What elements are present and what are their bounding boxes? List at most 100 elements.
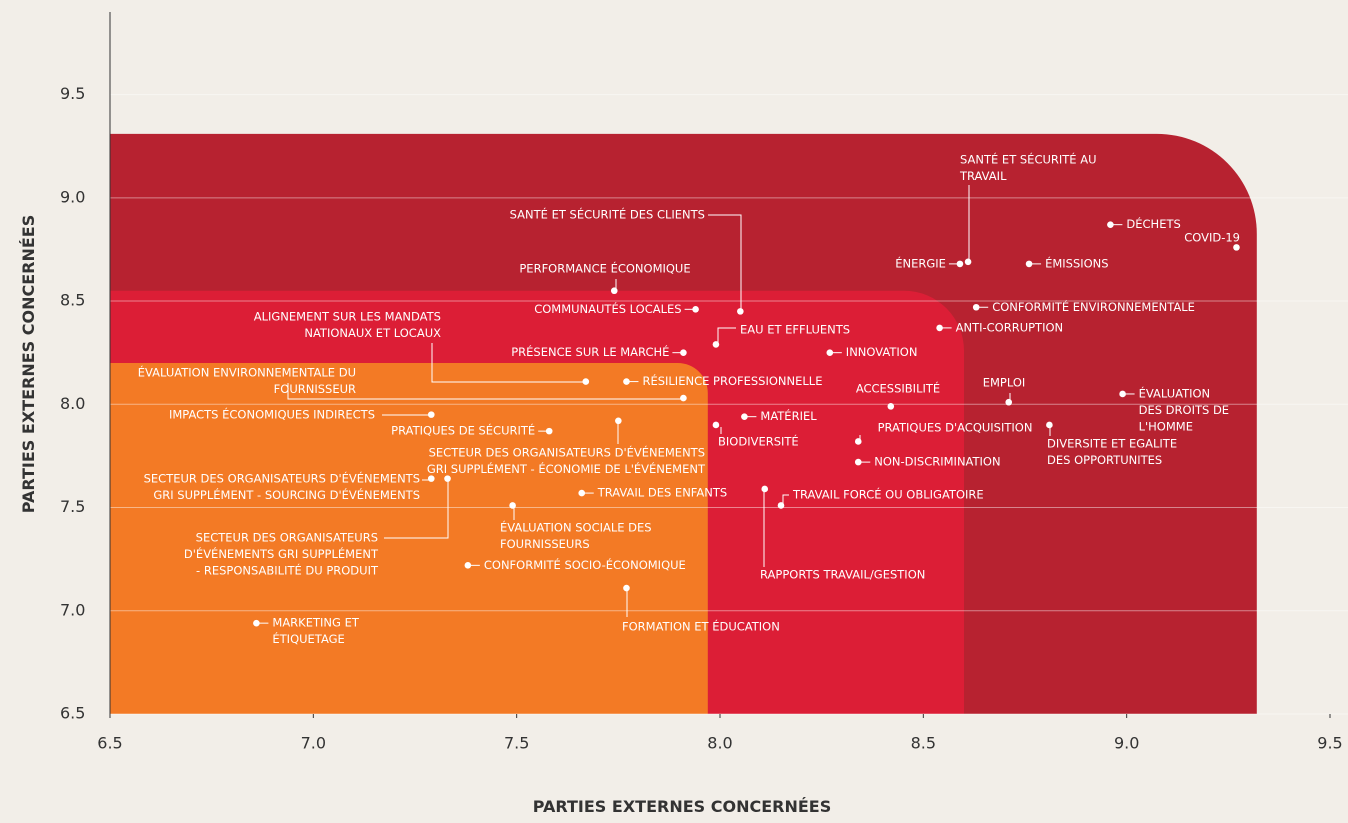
point [1046,421,1053,429]
point-label: - RESPONSABILITÉ DU PRODUIT [196,563,379,578]
point-label: DES DROITS DE [1139,403,1229,417]
point [623,378,630,385]
point-label: ACCESSIBILITÉ [856,381,940,396]
point [777,502,785,509]
point-label: EAU ET EFFLUENTS [740,323,850,337]
point-label: SECTEUR DES ORGANISATEURS D'ÉVÉNEMENTS [144,471,420,486]
point-label: TRAVAIL [959,169,1007,183]
point-label: D'ÉVÉNEMENTS GRI SUPPLÉMENT [184,546,379,561]
point-label: ÉVALUATION [1139,385,1211,400]
point [1119,390,1126,398]
point [936,324,943,332]
point [712,421,720,429]
point-label: SECTEUR DES ORGANISATEURS [196,531,378,545]
y-tick-label: 7.0 [60,600,85,619]
point [826,349,834,356]
x-tick-label: 9.0 [1114,734,1139,753]
point [680,349,687,356]
leader-line [431,343,585,383]
point-label: TRAVAIL DES ENFANTS [597,486,727,500]
point-label: ÉTIQUETAGE [272,631,344,646]
point-label: DÉCHETS [1126,216,1180,231]
y-axis-title: PARTIES EXTERNES CONCERNÉES [19,215,38,513]
point-label: SANTÉ ET SÉCURITÉ DES CLIENTS [510,207,705,222]
point-label: GRI SUPPLÉMENT - ÉCONOMIE DE L'ÉVÉNEMENT [427,461,706,476]
point [741,413,748,420]
point [1005,398,1013,406]
point [615,417,622,425]
point [972,303,980,311]
y-tick-label: 9.5 [60,84,85,103]
point [545,427,553,435]
point-label: FORMATION ET ÉDUCATION [622,619,780,634]
point-label: COMMUNAUTÉS LOCALES [534,301,681,316]
x-tick-label: 7.0 [301,734,326,753]
point [464,562,472,569]
point [582,378,590,385]
point [854,438,862,445]
point [509,502,516,509]
point [427,475,435,482]
point [444,475,451,482]
point [623,584,630,592]
y-tick-label: 8.0 [60,394,85,413]
point-label: MARKETING ET [272,616,359,630]
point-label: CONFORMITÉ ENVIRONNEMENTALE [992,299,1195,314]
point [253,619,260,627]
point-label: TRAVAIL FORCÉ OU OBLIGATOIRE [792,487,984,502]
point-label: RAPPORTS TRAVAIL/GESTION [760,568,925,582]
point [680,394,687,402]
point-label: FOURNISSEURS [500,537,590,551]
x-tick-label: 8.5 [911,734,936,753]
point-label: NON-DISCRIMINATION [874,455,1000,469]
leader-line [384,480,449,539]
point-label: BIODIVERSITÉ [718,434,799,449]
point [427,411,435,418]
y-tick-label: 6.5 [60,704,85,723]
x-tick-label: 8.0 [707,734,732,753]
point [610,287,618,295]
point-label: COVID-19 [1184,231,1240,245]
point [578,489,586,497]
x-tick-label: 7.5 [504,734,529,753]
point-label: RÉSILIENCE PROFESSIONNELLE [642,373,822,388]
leader-line [717,327,736,345]
point-label: DIVERSITE ET EGALITE [1047,437,1177,451]
point-label: IMPACTS ÉCONOMIQUES INDIRECTS [169,407,375,422]
point-label: SECTEUR DES ORGANISATEURS D'ÉVÉNEMENTS [429,445,705,460]
point-label: SANTÉ ET SÉCURITÉ AU [960,152,1097,167]
x-tick-label: 9.5 [1317,734,1342,753]
y-tick-label: 9.0 [60,187,85,206]
point-label: PRATIQUES D'ACQUISITION [878,421,1033,435]
point-label: ALIGNEMENT SUR LES MANDATS [254,310,441,324]
point-label: NATIONAUX ET LOCAUX [304,326,441,340]
point [1107,221,1114,228]
y-tick-label: 7.5 [60,497,85,516]
point [964,258,972,266]
point [1025,260,1033,268]
point-label: ÉNERGIE [895,255,946,270]
point [737,308,744,315]
point-label: ÉVALUATION SOCIALE DES [500,520,652,535]
point-label: GRI SUPPLÉMENT - SOURCING D'ÉVÉNEMENTS [153,487,420,502]
point-label: L'HOMME [1139,419,1193,433]
point [712,341,720,348]
x-axis-title: PARTIES EXTERNES CONCERNÉES [533,797,831,816]
leader-line [708,214,742,313]
y-tick-label: 8.5 [60,291,85,310]
point-label: PRÉSENCE SUR LE MARCHÉ [511,344,669,359]
point-label: DES OPPORTUNITES [1047,453,1162,467]
point [956,260,964,268]
point-label: INNOVATION [846,345,918,359]
point [854,458,862,466]
point [887,403,895,410]
point [1233,244,1240,251]
point-label: FOURNISSEUR [274,382,356,396]
point [692,306,699,313]
point-label: PERFORMANCE ÉCONOMIQUE [519,261,690,276]
point-label: ÉMISSIONS [1045,255,1109,270]
point [761,485,769,493]
point-label: PRATIQUES DE SÉCURITÉ [391,423,535,438]
x-tick-label: 6.5 [97,734,122,753]
